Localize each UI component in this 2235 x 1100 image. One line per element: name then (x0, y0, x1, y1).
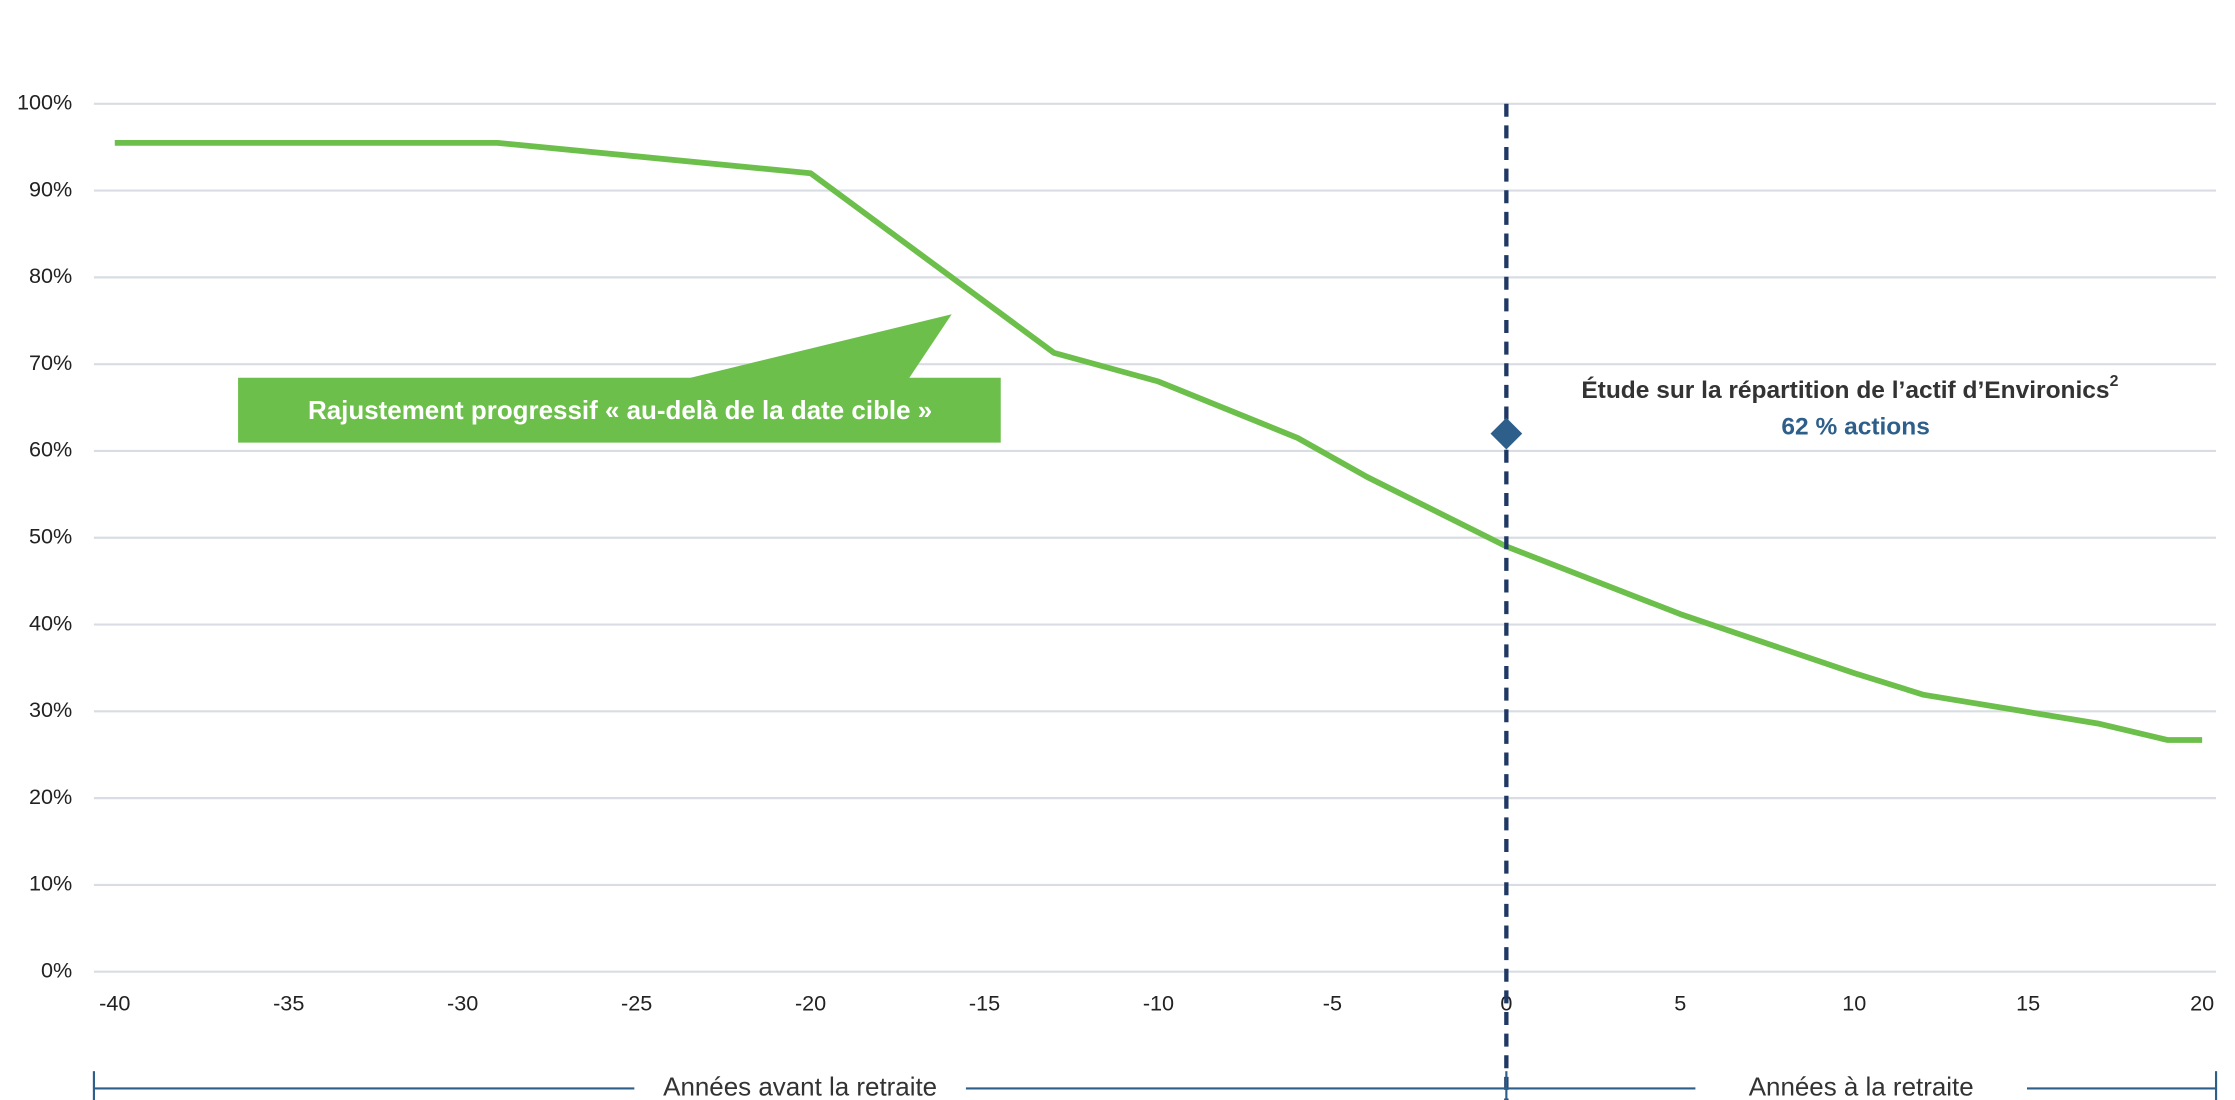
x-tick-label: 5 (1674, 991, 1686, 1016)
callout-text: Rajustement progressif « au-delà de la d… (308, 397, 932, 425)
y-tick-label: 40% (29, 610, 72, 635)
x-tick-label: -25 (621, 991, 652, 1016)
y-tick-label: 90% (29, 176, 72, 201)
x-tick-label: -15 (969, 991, 1000, 1016)
y-tick-label: 70% (29, 350, 72, 375)
annotation-label: 62 % actions (1781, 414, 1929, 441)
y-tick-label: 50% (29, 523, 72, 548)
y-tick-label: 100% (17, 90, 72, 115)
range-label-bg (634, 1071, 966, 1100)
annotation-title: Étude sur la répartition de l’actif d’En… (1581, 373, 2118, 404)
footnote-marker: 2 (2110, 373, 2119, 390)
y-tick-label: 30% (29, 697, 72, 722)
y-tick-label: 20% (29, 784, 72, 809)
x-tick-label: -35 (273, 991, 304, 1016)
x-tick-label: 20 (2190, 991, 2214, 1016)
data-line (114, 139, 2203, 743)
x-tick-label: -40 (99, 991, 130, 1016)
range-label-bg (1695, 1071, 2027, 1100)
y-tick-label: 0% (41, 957, 72, 982)
x-tick-label: -5 (1323, 991, 1342, 1016)
y-tick-label: 60% (29, 437, 72, 462)
y-tick-label: 80% (29, 263, 72, 288)
callout-pointer (684, 314, 952, 380)
annotation-text: Étude sur la répartition de l’actif d’En… (1581, 377, 2109, 405)
x-tick-label: -30 (447, 991, 478, 1016)
callout-box (238, 377, 1001, 443)
x-tick-label: -20 (795, 991, 826, 1016)
y-tick-label: 10% (29, 871, 72, 896)
range-label: Années avant la retraite (663, 1073, 937, 1100)
annotation-marker (1490, 417, 1523, 450)
range-label: Années à la retraite (1749, 1073, 1974, 1100)
x-tick-label: -10 (1143, 991, 1174, 1016)
x-tick-label: 15 (2016, 991, 2040, 1016)
x-tick-label: 10 (1842, 991, 1866, 1016)
